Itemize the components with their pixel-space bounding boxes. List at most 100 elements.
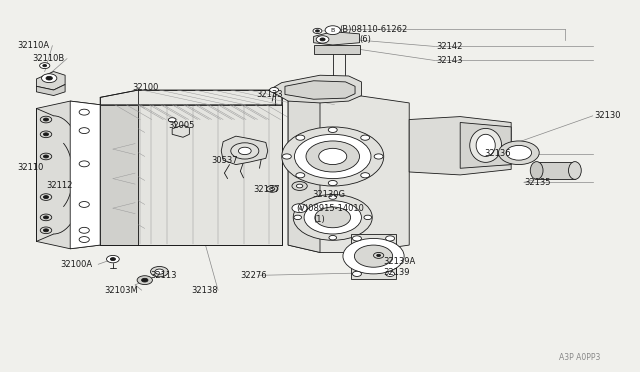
Text: 32005: 32005 xyxy=(168,121,195,129)
Polygon shape xyxy=(100,105,138,245)
Circle shape xyxy=(328,180,337,186)
Text: A3P A0PP3: A3P A0PP3 xyxy=(559,353,600,362)
Text: 32142: 32142 xyxy=(436,42,462,51)
Text: (V)08915-14010: (V)08915-14010 xyxy=(296,203,364,213)
Polygon shape xyxy=(537,162,575,179)
Circle shape xyxy=(79,161,90,167)
Circle shape xyxy=(361,135,370,140)
Text: 32136: 32136 xyxy=(484,149,511,158)
Text: 32139: 32139 xyxy=(384,268,410,277)
Circle shape xyxy=(40,116,52,123)
Polygon shape xyxy=(285,81,355,99)
Text: (B)08110-61262: (B)08110-61262 xyxy=(339,25,408,34)
Text: (6): (6) xyxy=(360,35,371,44)
Circle shape xyxy=(282,154,291,159)
Text: 32103M: 32103M xyxy=(104,286,138,295)
Text: 32100A: 32100A xyxy=(60,260,92,269)
Circle shape xyxy=(46,76,52,80)
Text: 32110: 32110 xyxy=(17,163,44,172)
Circle shape xyxy=(44,216,49,219)
Polygon shape xyxy=(314,32,360,45)
Circle shape xyxy=(294,134,371,179)
Circle shape xyxy=(40,227,52,234)
Circle shape xyxy=(386,271,394,276)
Circle shape xyxy=(304,201,362,234)
Circle shape xyxy=(266,186,278,192)
Circle shape xyxy=(343,238,404,274)
Text: 30537: 30537 xyxy=(212,155,238,165)
Circle shape xyxy=(293,195,372,240)
Polygon shape xyxy=(269,75,362,103)
Circle shape xyxy=(296,173,305,178)
Circle shape xyxy=(40,153,52,160)
Polygon shape xyxy=(314,45,360,54)
Polygon shape xyxy=(36,71,65,90)
Circle shape xyxy=(282,127,384,186)
Ellipse shape xyxy=(531,161,543,179)
Circle shape xyxy=(329,235,337,240)
Text: 32139A: 32139A xyxy=(384,257,416,266)
Circle shape xyxy=(137,276,152,285)
Polygon shape xyxy=(138,105,282,245)
Circle shape xyxy=(44,196,49,199)
Text: 32143: 32143 xyxy=(436,56,463,65)
Polygon shape xyxy=(100,90,282,105)
Circle shape xyxy=(506,145,532,160)
Ellipse shape xyxy=(470,128,502,162)
Circle shape xyxy=(239,147,251,155)
Text: 32276: 32276 xyxy=(241,271,267,280)
Circle shape xyxy=(313,28,322,33)
Circle shape xyxy=(43,64,47,67)
Circle shape xyxy=(361,173,370,178)
Polygon shape xyxy=(36,84,65,96)
Circle shape xyxy=(329,195,337,199)
Circle shape xyxy=(141,278,148,282)
Circle shape xyxy=(320,38,325,41)
Circle shape xyxy=(44,229,49,232)
Circle shape xyxy=(44,155,49,158)
Circle shape xyxy=(328,127,337,132)
Circle shape xyxy=(168,118,176,122)
Circle shape xyxy=(79,202,90,208)
Polygon shape xyxy=(460,122,511,168)
Circle shape xyxy=(79,109,90,115)
Circle shape xyxy=(315,207,351,228)
Circle shape xyxy=(296,184,303,188)
Circle shape xyxy=(319,148,347,164)
Text: V: V xyxy=(298,206,301,211)
Polygon shape xyxy=(351,234,396,279)
Circle shape xyxy=(292,204,307,212)
Circle shape xyxy=(316,30,319,32)
Text: 32138: 32138 xyxy=(191,286,218,295)
Polygon shape xyxy=(172,125,189,137)
Circle shape xyxy=(79,237,90,243)
Circle shape xyxy=(40,62,50,68)
Circle shape xyxy=(377,254,381,257)
Circle shape xyxy=(353,271,362,276)
Circle shape xyxy=(294,215,301,219)
Polygon shape xyxy=(409,116,511,175)
Text: 32110A: 32110A xyxy=(17,41,49,50)
Polygon shape xyxy=(288,96,320,253)
Text: 32130G: 32130G xyxy=(312,190,346,199)
Circle shape xyxy=(79,227,90,233)
Circle shape xyxy=(110,258,115,260)
Circle shape xyxy=(269,87,278,93)
Text: 32130: 32130 xyxy=(594,111,621,121)
Text: 32133: 32133 xyxy=(256,90,283,99)
Circle shape xyxy=(364,215,372,219)
Text: 32137: 32137 xyxy=(253,185,280,194)
Circle shape xyxy=(150,266,168,277)
Text: (1): (1) xyxy=(314,215,325,224)
Polygon shape xyxy=(36,101,100,249)
Text: 32113: 32113 xyxy=(150,271,177,280)
Circle shape xyxy=(374,253,384,259)
Ellipse shape xyxy=(476,134,495,157)
Circle shape xyxy=(40,131,52,138)
Circle shape xyxy=(316,36,329,43)
Circle shape xyxy=(40,214,52,221)
Circle shape xyxy=(386,236,394,241)
Circle shape xyxy=(355,245,393,267)
Text: B: B xyxy=(331,28,335,33)
Text: 32112: 32112 xyxy=(46,182,72,190)
